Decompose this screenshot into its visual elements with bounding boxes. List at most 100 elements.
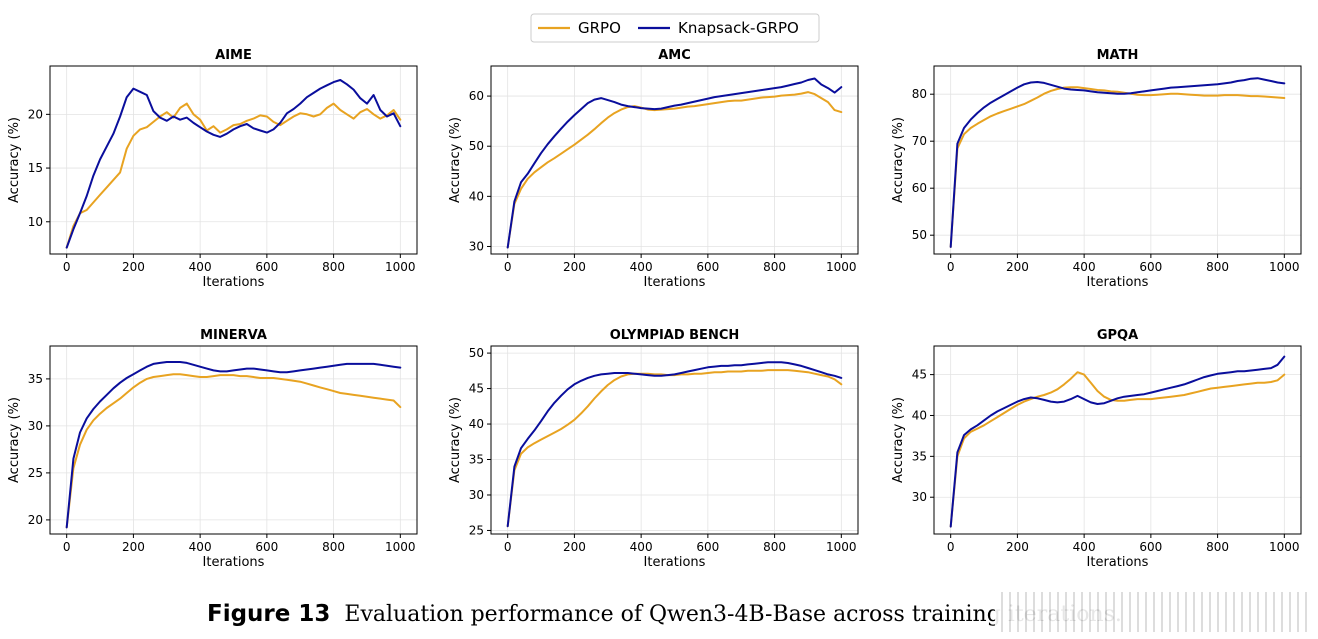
- x-tick-label: 200: [1006, 260, 1029, 274]
- x-tick-label: 0: [947, 260, 955, 274]
- y-tick-label: 20: [28, 513, 43, 527]
- legend-label-knapsack-grpo: Knapsack-GRPO: [678, 19, 799, 37]
- y-tick-label: 40: [912, 408, 927, 422]
- x-tick-label: 600: [255, 260, 278, 274]
- y-axis-label: Accuracy (%): [7, 117, 22, 203]
- x-tick-label: 200: [1006, 540, 1029, 554]
- x-tick-label: 800: [763, 260, 786, 274]
- y-tick-label: 30: [912, 490, 927, 504]
- x-tick-label: 400: [1073, 540, 1096, 554]
- y-tick-label: 40: [469, 417, 484, 431]
- x-tick-label: 400: [189, 260, 212, 274]
- x-tick-label: 0: [504, 260, 512, 274]
- panel-math: 0 200 400 600 800 1000 50 60 70 80 MATH Iterations A…: [891, 48, 1302, 290]
- series-line-knapsack-grpo: [506, 77, 843, 249]
- y-tick-label: 50: [912, 228, 927, 242]
- panel-olympiad-bench: 0 200 400 600 800 1000 25 30 35 40 45 50 OLYMPIAD BE…: [448, 328, 859, 570]
- panel-title: AMC: [658, 48, 691, 63]
- axes-frame: [490, 65, 859, 255]
- figure-number: Figure 13: [207, 601, 331, 627]
- y-tick-label: 40: [469, 189, 484, 203]
- y-tick-label: 10: [28, 215, 43, 229]
- x-tick-label: 800: [763, 540, 786, 554]
- series-line-knapsack-grpo: [65, 361, 402, 529]
- x-tick-label: 1000: [1269, 260, 1300, 274]
- y-axis-label: Accuracy (%): [448, 397, 463, 483]
- series-line-grpo: [506, 91, 843, 249]
- series-line-grpo: [506, 369, 843, 528]
- x-tick-label: 200: [563, 540, 586, 554]
- y-tick-label: 35: [912, 449, 927, 463]
- x-tick-label: 800: [322, 260, 345, 274]
- panel-minerva: 0 200 400 600 800 1000 20 25 30 35 MINERVA Iteratio…: [7, 328, 418, 570]
- x-tick-label: 0: [63, 540, 71, 554]
- y-tick-label: 20: [28, 107, 43, 121]
- panel-amc: 0 200 400 600 800 1000 30 40 50 60 AMC Iterations Ac…: [448, 48, 859, 290]
- x-tick-label: 1000: [385, 260, 416, 274]
- x-tick-label: 1000: [1269, 540, 1300, 554]
- x-axis-label: Iterations: [1087, 555, 1149, 570]
- x-tick-label: 800: [1206, 260, 1229, 274]
- axes-frame: [490, 345, 859, 535]
- y-tick-label: 35: [28, 372, 43, 386]
- x-tick-label: 0: [504, 540, 512, 554]
- panel-title: OLYMPIAD BENCH: [610, 328, 740, 343]
- caption-redaction-overlay: [995, 592, 1310, 632]
- x-tick-label: 600: [696, 260, 719, 274]
- axes-frame: [49, 65, 418, 255]
- x-tick-label: 600: [1139, 540, 1162, 554]
- x-tick-label: 1000: [385, 540, 416, 554]
- legend-label-grpo: GRPO: [578, 19, 621, 37]
- x-tick-label: 0: [947, 540, 955, 554]
- x-tick-label: 600: [255, 540, 278, 554]
- y-tick-label: 50: [469, 139, 484, 153]
- x-tick-label: 400: [630, 260, 653, 274]
- series-line-grpo: [65, 373, 402, 529]
- y-tick-label: 50: [469, 346, 484, 360]
- y-tick-label: 30: [469, 488, 484, 502]
- panel-title: MATH: [1097, 48, 1139, 63]
- y-tick-label: 80: [912, 87, 927, 101]
- x-tick-label: 1000: [826, 260, 857, 274]
- x-tick-label: 400: [630, 540, 653, 554]
- legend: GRPO Knapsack-GRPO: [530, 13, 820, 43]
- x-tick-label: 400: [1073, 260, 1096, 274]
- x-axis-label: Iterations: [203, 555, 265, 570]
- legend-frame: [530, 13, 820, 43]
- caption-text: Evaluation performance of Qwen3-4B-Base …: [344, 602, 1122, 627]
- series-line-grpo: [65, 102, 402, 249]
- panel-title: AIME: [215, 48, 252, 63]
- y-tick-label: 60: [469, 89, 484, 103]
- series-line-knapsack-grpo: [65, 79, 402, 249]
- x-tick-label: 800: [1206, 540, 1229, 554]
- y-tick-label: 30: [28, 419, 43, 433]
- panel-title: MINERVA: [200, 328, 267, 343]
- y-tick-label: 30: [469, 239, 484, 253]
- axes-frame: [933, 65, 1302, 255]
- series-line-grpo: [949, 371, 1286, 528]
- y-axis-label: Accuracy (%): [7, 397, 22, 483]
- y-tick-label: 60: [912, 181, 927, 195]
- y-tick-label: 70: [912, 134, 927, 148]
- y-axis-label: Accuracy (%): [891, 397, 906, 483]
- axes-frame: [49, 345, 418, 535]
- panel-title: GPQA: [1097, 328, 1138, 343]
- x-axis-label: Iterations: [1087, 275, 1149, 290]
- axes-frame: [933, 345, 1302, 535]
- x-tick-label: 400: [189, 540, 212, 554]
- series-line-grpo: [949, 86, 1286, 248]
- series-line-knapsack-grpo: [949, 77, 1286, 248]
- x-tick-label: 600: [696, 540, 719, 554]
- x-tick-label: 600: [1139, 260, 1162, 274]
- x-tick-label: 0: [63, 260, 71, 274]
- y-axis-label: Accuracy (%): [448, 117, 463, 203]
- x-tick-label: 1000: [826, 540, 857, 554]
- series-line-knapsack-grpo: [506, 361, 843, 528]
- figure-caption: Figure 13 Evaluation performance of Qwen3…: [207, 599, 1307, 627]
- y-tick-label: 35: [469, 453, 484, 467]
- y-tick-label: 45: [912, 368, 927, 382]
- x-axis-label: Iterations: [644, 275, 706, 290]
- panel-gpqa: 0 200 400 600 800 1000 30 35 40 45 GPQA Iterations A…: [891, 328, 1302, 570]
